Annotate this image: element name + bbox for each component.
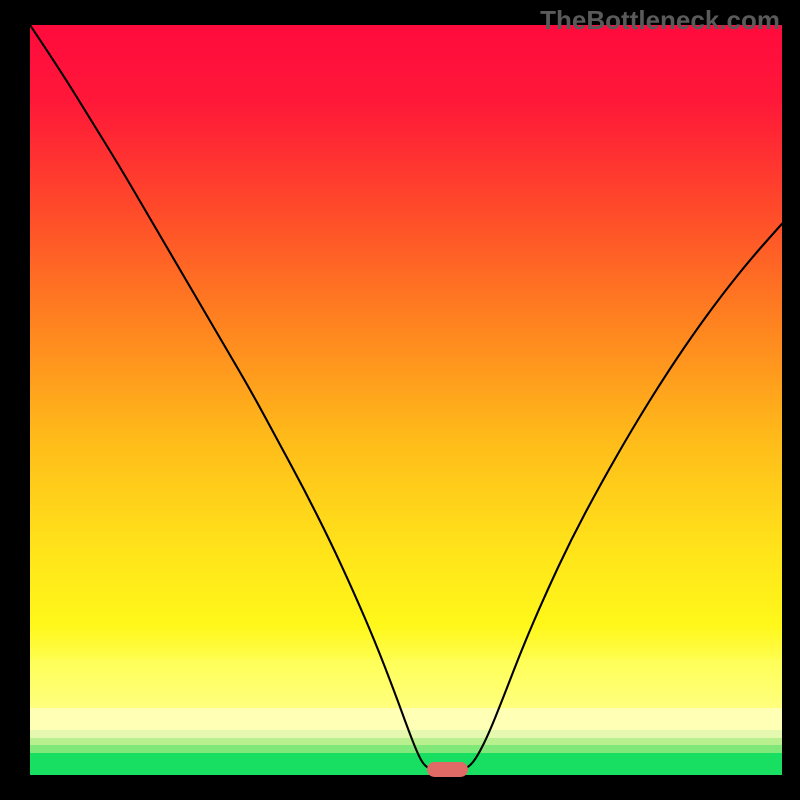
watermark-text: TheBottleneck.com [540, 5, 780, 36]
optimal-point-marker [427, 762, 468, 777]
chart-plot-area [30, 25, 782, 775]
bottleneck-v-curve [30, 25, 782, 770]
chart-curve-layer [30, 25, 782, 775]
